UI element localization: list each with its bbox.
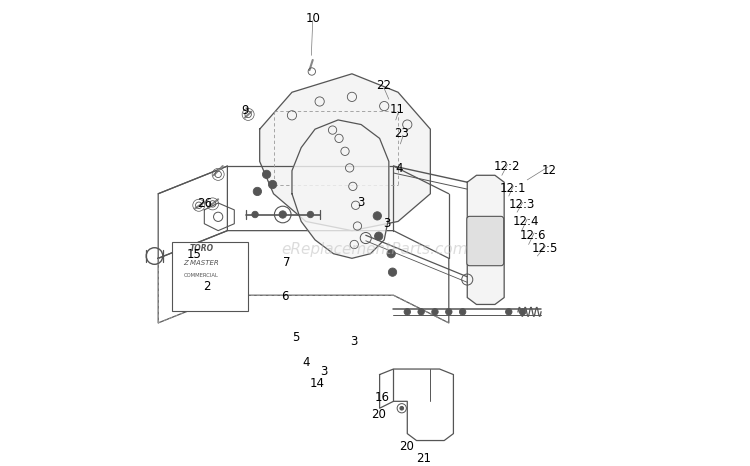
Circle shape <box>308 211 314 218</box>
Text: 21: 21 <box>416 452 431 466</box>
Text: 12:4: 12:4 <box>513 215 539 228</box>
Text: 20: 20 <box>371 408 386 421</box>
Circle shape <box>374 212 382 220</box>
Circle shape <box>374 232 382 240</box>
Text: 12:3: 12:3 <box>509 199 535 211</box>
Text: 3: 3 <box>382 217 390 230</box>
Circle shape <box>446 308 452 315</box>
Circle shape <box>279 211 286 218</box>
Circle shape <box>506 308 512 315</box>
Text: 26: 26 <box>196 198 211 210</box>
Text: 4: 4 <box>396 162 404 175</box>
FancyBboxPatch shape <box>172 242 248 311</box>
Circle shape <box>254 187 262 196</box>
Circle shape <box>268 180 277 189</box>
Text: 3: 3 <box>350 335 358 348</box>
Text: 7: 7 <box>283 255 290 268</box>
Circle shape <box>252 211 258 218</box>
Polygon shape <box>292 120 388 258</box>
Text: COMMERCIAL: COMMERCIAL <box>184 273 218 278</box>
Text: 12:1: 12:1 <box>500 182 526 195</box>
Circle shape <box>432 308 438 315</box>
Text: 4: 4 <box>302 356 310 369</box>
Text: 12: 12 <box>542 164 556 177</box>
Circle shape <box>520 308 526 315</box>
Text: 12:6: 12:6 <box>520 229 546 242</box>
Text: 15: 15 <box>187 248 202 261</box>
Text: 16: 16 <box>374 391 389 404</box>
Text: 3: 3 <box>320 365 328 378</box>
Text: eReplacementParts.com: eReplacementParts.com <box>282 241 468 257</box>
Text: 9: 9 <box>242 104 249 117</box>
Circle shape <box>387 250 395 258</box>
Circle shape <box>262 170 271 178</box>
Polygon shape <box>467 175 504 304</box>
Text: Z MASTER: Z MASTER <box>184 260 219 266</box>
Text: 6: 6 <box>281 290 289 302</box>
Circle shape <box>404 308 410 315</box>
FancyBboxPatch shape <box>466 216 504 266</box>
Circle shape <box>460 308 466 315</box>
Text: 12:5: 12:5 <box>532 242 558 255</box>
Text: 3: 3 <box>358 197 364 210</box>
Text: 22: 22 <box>376 79 391 92</box>
Circle shape <box>418 308 424 315</box>
Text: 11: 11 <box>390 103 405 116</box>
Text: 23: 23 <box>394 127 410 140</box>
Text: 5: 5 <box>292 331 299 344</box>
Text: TORO: TORO <box>190 244 214 254</box>
Text: 10: 10 <box>305 12 320 25</box>
Text: 20: 20 <box>399 440 414 453</box>
Circle shape <box>400 406 404 410</box>
Text: 14: 14 <box>310 377 325 391</box>
Text: 12:2: 12:2 <box>494 160 520 173</box>
Text: 2: 2 <box>203 280 211 293</box>
Polygon shape <box>260 74 430 231</box>
Circle shape <box>388 268 397 276</box>
